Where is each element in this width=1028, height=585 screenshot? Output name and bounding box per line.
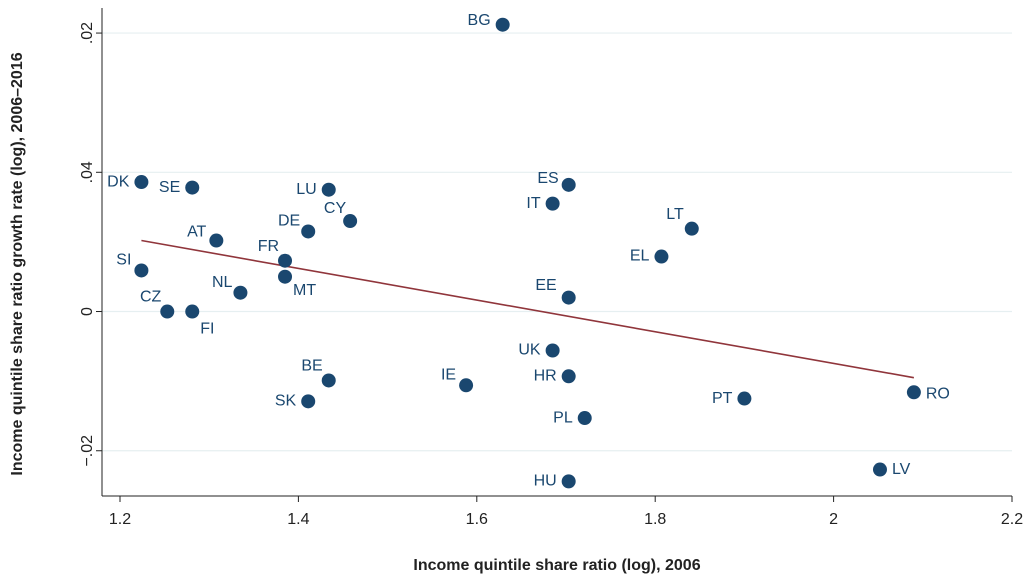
x-tick-label: 1.2 [109,511,131,528]
x-tick-label: 1.6 [466,511,488,528]
point [872,462,887,477]
y-tick-label: −.02 [79,435,96,467]
point-label: HU [534,473,557,490]
y-axis-label: Income quintile share ratio growth rate … [9,52,26,475]
x-tick-label: 2.2 [1001,511,1023,528]
y-tick-label: 0 [79,307,96,316]
point-label: NL [212,274,233,291]
point [134,175,149,190]
point-label: SE [159,179,180,196]
point [545,196,560,211]
point [343,214,358,229]
point-label: BG [468,12,491,29]
point [654,249,669,264]
point [561,177,576,192]
point-label: CZ [140,289,162,306]
point [321,373,336,388]
point-label: EE [535,277,556,294]
point-label: EL [630,248,650,265]
point [209,233,224,248]
point [684,221,699,236]
point [737,391,752,406]
point-label: FR [258,238,279,255]
point-label: SI [116,252,131,269]
point [233,285,248,300]
point-label: DE [278,213,300,230]
fit-line [141,239,915,379]
point-label: DK [107,173,130,190]
point-label: SK [275,393,297,410]
point [906,385,921,400]
point [185,304,200,319]
point [495,17,510,32]
point-label: IT [526,195,540,212]
point [459,378,474,393]
point-label: LV [892,461,911,478]
point [321,182,336,197]
point [561,290,576,305]
point [577,411,592,426]
x-tick-label: 2 [829,511,838,528]
point-label: RO [926,385,950,402]
point-label: PL [553,409,573,426]
x-tick-label: 1.4 [287,511,309,528]
point [278,269,293,284]
point-label: BE [301,358,322,375]
point-label: LU [296,181,316,198]
point [561,474,576,489]
point [301,394,316,409]
point [561,369,576,384]
x-axis-label: Income quintile share ratio (log), 2006 [413,557,700,574]
point-label: LT [666,206,684,223]
point [278,253,293,268]
point [160,304,175,319]
point [545,343,560,358]
point-label: MT [293,282,316,299]
point-label: IE [441,367,456,384]
point [185,180,200,195]
point-label: HR [534,367,557,384]
y-tick-label: .02 [79,22,96,44]
y-tick-label: .04 [79,161,96,183]
point-label: FI [200,321,214,338]
point-label: PT [712,390,733,407]
point-label: AT [187,224,206,241]
point-label: ES [537,170,558,187]
point [301,224,316,239]
point-label: CY [324,200,347,217]
x-tick-label: 1.8 [644,511,666,528]
point-label: UK [518,342,541,359]
point [134,263,149,278]
